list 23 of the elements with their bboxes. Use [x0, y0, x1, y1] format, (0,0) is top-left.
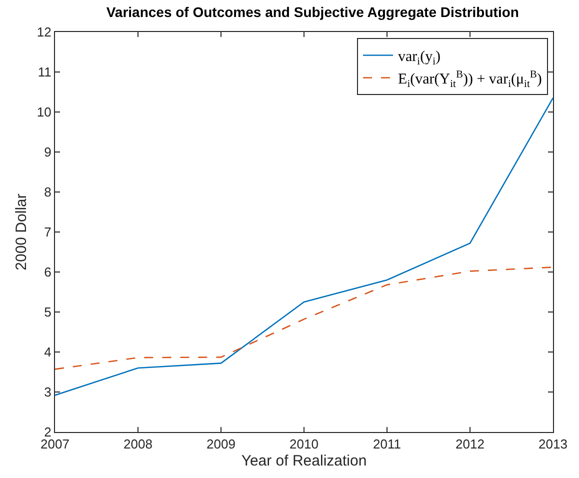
legend-label: var$_{i}$(y$_{i}$) [398, 49, 441, 68]
y-tick-label: 4 [44, 344, 52, 360]
y-tick-label: 10 [36, 104, 52, 120]
x-tick-label: 2012 [456, 436, 484, 452]
x-tick-label: 2011 [373, 436, 401, 452]
line-series [55, 97, 553, 396]
x-axis-title: Year of Realization [241, 452, 367, 470]
y-tick-label: 12 [36, 24, 52, 40]
line-series [55, 266, 553, 370]
y-tick-label: 11 [38, 64, 52, 80]
x-tick-label: 2010 [290, 436, 318, 452]
y-tick-label: 7 [44, 224, 52, 240]
y-tick-label: 8 [44, 184, 52, 200]
y-tick-label: 6 [44, 264, 52, 280]
text: E$_{i}$(var(Y$_{it}$$^{B}$)) + var$_{i}$(μ$_{it}$$^{B}$) [398, 69, 542, 90]
chart-title: Variances of Outcomes and Subjective Aggregate Distribution [106, 4, 519, 20]
x-tick-label: 2008 [124, 436, 152, 452]
y-tick-label: 9 [44, 144, 52, 160]
y-tick-label: 3 [44, 384, 52, 400]
x-tick-label: 2013 [538, 436, 568, 452]
y-axis-title: 2000 Dollar [13, 194, 30, 270]
x-tick-label: 2009 [206, 436, 236, 452]
y-tick-label: 5 [44, 304, 52, 320]
